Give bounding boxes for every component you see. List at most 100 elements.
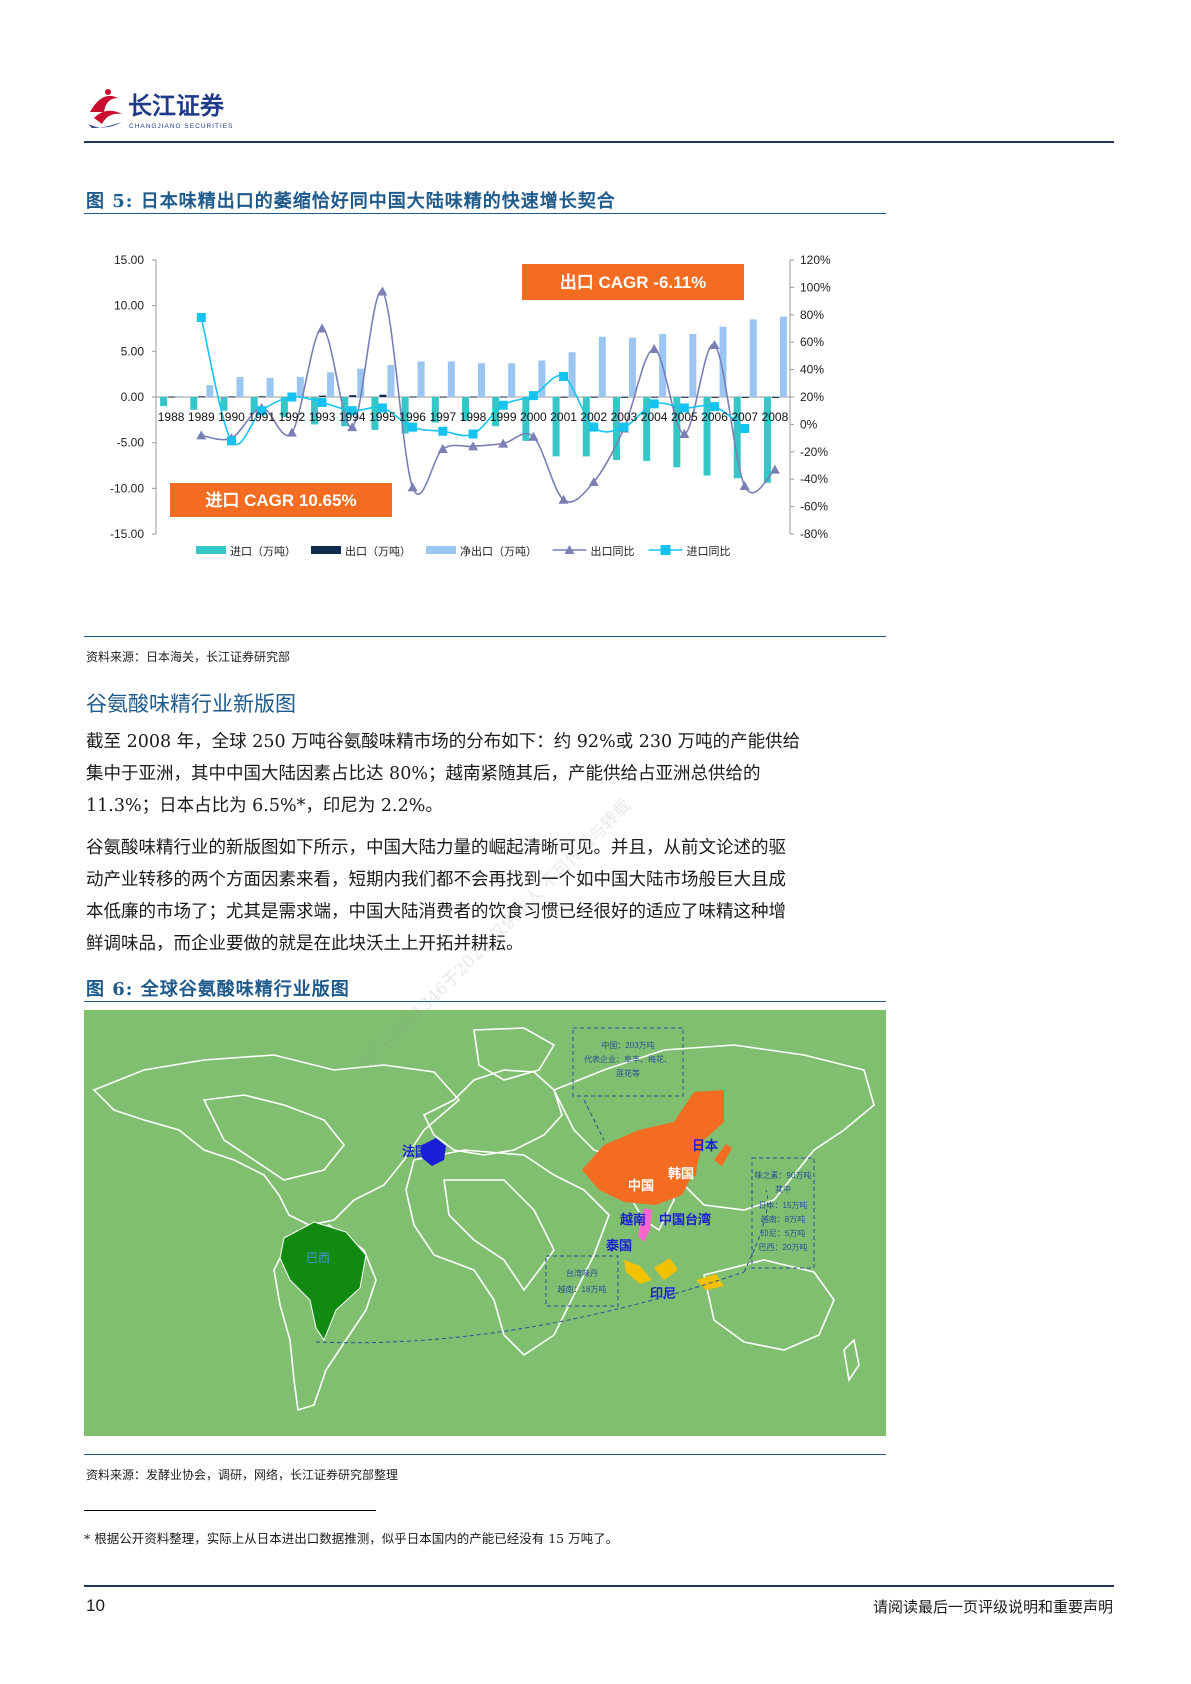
bar-净出口（万吨）: [689, 333, 697, 397]
export-cagr-label: 出口 CAGR -6.11%: [560, 272, 706, 292]
figure5-top-rule: [84, 213, 886, 214]
bar-进口（万吨）: [763, 397, 771, 483]
y-right-tick-label: -40%: [800, 472, 828, 486]
bar-进口（万吨）: [612, 397, 620, 461]
figure6-source: 资料来源：发酵业协会，调研，网络，长江证券研究部整理: [86, 1468, 399, 1482]
y-right-tick-label: 120%: [800, 253, 831, 267]
bar-进口（万吨）: [703, 397, 711, 476]
x-tick-label: 2004: [641, 410, 668, 424]
point-进口同比: [408, 422, 418, 432]
legend-label: 净出口（万吨）: [460, 544, 537, 558]
point-出口同比: [679, 428, 690, 438]
paragraph-2-line: 谷氨酸味精行业的新版图如下所示，中国大陆力量的崛起清晰可见。并且，从前文论述的驱: [86, 838, 786, 858]
point-进口同比: [589, 422, 599, 432]
bar-出口（万吨）: [379, 394, 387, 397]
bar-进口（万吨）: [311, 397, 319, 425]
x-tick-label: 1993: [309, 410, 336, 424]
point-进口同比: [377, 403, 387, 413]
vietnam-region: [638, 1208, 652, 1242]
y-right-tick-label: 40%: [800, 363, 824, 377]
china-region: [582, 1090, 724, 1205]
bar-净出口（万吨）: [568, 352, 576, 397]
bar-出口（万吨）: [741, 396, 749, 398]
x-tick-label: 2007: [731, 410, 758, 424]
paragraph-1-line: 11.3%；日本占比为 6.5%*，印尼为 2.2%。: [86, 796, 443, 816]
y-left-tick-label: 0.00: [121, 390, 145, 404]
bar-进口（万吨）: [280, 397, 288, 418]
page-number: 10: [86, 1596, 105, 1615]
legend-swatch-marker: [660, 545, 671, 555]
y-right-tick-label: -20%: [800, 445, 828, 459]
legend-swatch: [426, 546, 456, 554]
paragraph-1: 截至 2008 年，全球 250 万吨谷氨酸味精市场的分布如下：约 92%或 2…: [86, 726, 886, 822]
chart-lines: [196, 286, 780, 504]
x-tick-label: 1992: [279, 410, 306, 424]
bar-净出口（万吨）: [447, 361, 455, 397]
africa-outline: [405, 1149, 610, 1357]
figure5-title: 图 5: 日本味精出口的萎缩恰好同中国大陆味精的快速增长契合: [86, 191, 616, 212]
label-brazil: 巴西: [306, 1251, 330, 1265]
x-tick-label: 1999: [490, 410, 517, 424]
bar-净出口（万吨）: [628, 337, 636, 397]
section-title: 谷氨酸味精行业新版图: [86, 692, 296, 716]
label-france: 法国: [402, 1144, 428, 1159]
world-map: 法国 巴西 中国 韩国 日本 越南 中国台湾 泰国 印尼 中国：203万吨 代表…: [84, 1010, 886, 1436]
ajinomoto-info-box: 味之素：90万吨 其中 日本：15万吨 越南：8万吨 印尼：5万吨 巴西：20万…: [751, 1157, 815, 1269]
y-right-tick-label: 0%: [800, 417, 818, 431]
import-cagr-label: 进口 CAGR 10.65%: [205, 491, 356, 510]
legend-swatch: [196, 546, 226, 554]
label-korea: 韩国: [668, 1166, 694, 1181]
point-出口同比: [498, 438, 509, 448]
figure5-bottom-rule: [84, 636, 886, 637]
bar-净出口（万吨）: [327, 372, 335, 397]
point-出口同比: [558, 494, 569, 504]
north-america-inner: [202, 1094, 346, 1181]
brand-name-cn: 长江证券: [128, 92, 225, 120]
paragraph-2-line: 动产业转移的两个方面因素来看，短期内我们都不会再找到一个如中国大陆市场般巨大且成: [86, 870, 786, 890]
point-进口同比: [196, 313, 206, 323]
bar-出口（万吨）: [439, 396, 447, 398]
x-tick-label: 2003: [611, 410, 638, 424]
x-tick-label: 2005: [671, 410, 698, 424]
bar-出口（万吨）: [258, 396, 266, 398]
y-left-tick-label: 10.00: [114, 299, 144, 313]
bar-出口（万吨）: [651, 396, 659, 398]
footer-rule: [84, 1585, 1114, 1587]
bar-进口（万吨）: [582, 397, 590, 457]
x-tick-label: 1997: [429, 410, 456, 424]
x-tick-label: 2002: [580, 410, 607, 424]
y-left-tick-label: -15.00: [110, 527, 144, 541]
bar-进口（万吨）: [220, 397, 228, 411]
y-right-tick-label: 60%: [800, 335, 824, 349]
point-出口同比: [769, 464, 780, 474]
figure6-top-rule: [84, 1001, 886, 1002]
point-进口同比: [468, 429, 478, 439]
taiwan-box-line: 台湾味丹: [566, 1268, 598, 1278]
taiwan-box-line: 越南：18万吨: [558, 1284, 607, 1294]
x-tick-label: 1989: [188, 410, 215, 424]
header-rule: [84, 141, 1114, 143]
right-box-line: 日本：15万吨: [759, 1200, 808, 1210]
bar-出口（万吨）: [711, 396, 719, 398]
brazil-region: [279, 1221, 367, 1342]
paragraph-1-line: 截至 2008 年，全球 250 万吨谷氨酸味精市场的分布如下：约 92%或 2…: [86, 732, 801, 752]
bar-出口（万吨）: [168, 396, 176, 398]
point-进口同比: [257, 406, 267, 416]
footer-disclaimer: 请阅读最后一页评级说明和重要声明: [872, 1598, 1113, 1616]
y-left-tick-label: 15.00: [114, 253, 144, 267]
figure6-bottom-rule: [84, 1454, 886, 1455]
x-tick-label: 1998: [460, 410, 487, 424]
point-出口同比: [317, 323, 328, 333]
korea-region: [686, 1158, 698, 1176]
taiwan-info-box: 台湾味丹 越南：18万吨: [545, 1255, 619, 1307]
x-tick-label: 2008: [762, 410, 789, 424]
bar-净出口（万吨）: [417, 361, 425, 397]
point-出口同比: [407, 482, 418, 492]
connector-lines: [315, 1099, 769, 1344]
point-进口同比: [347, 406, 357, 416]
point-进口同比: [559, 371, 569, 381]
y-right-tick-label: 100%: [800, 280, 831, 294]
x-tick-label: 1988: [158, 410, 185, 424]
point-进口同比: [649, 399, 659, 409]
bar-净出口（万吨）: [719, 326, 727, 397]
